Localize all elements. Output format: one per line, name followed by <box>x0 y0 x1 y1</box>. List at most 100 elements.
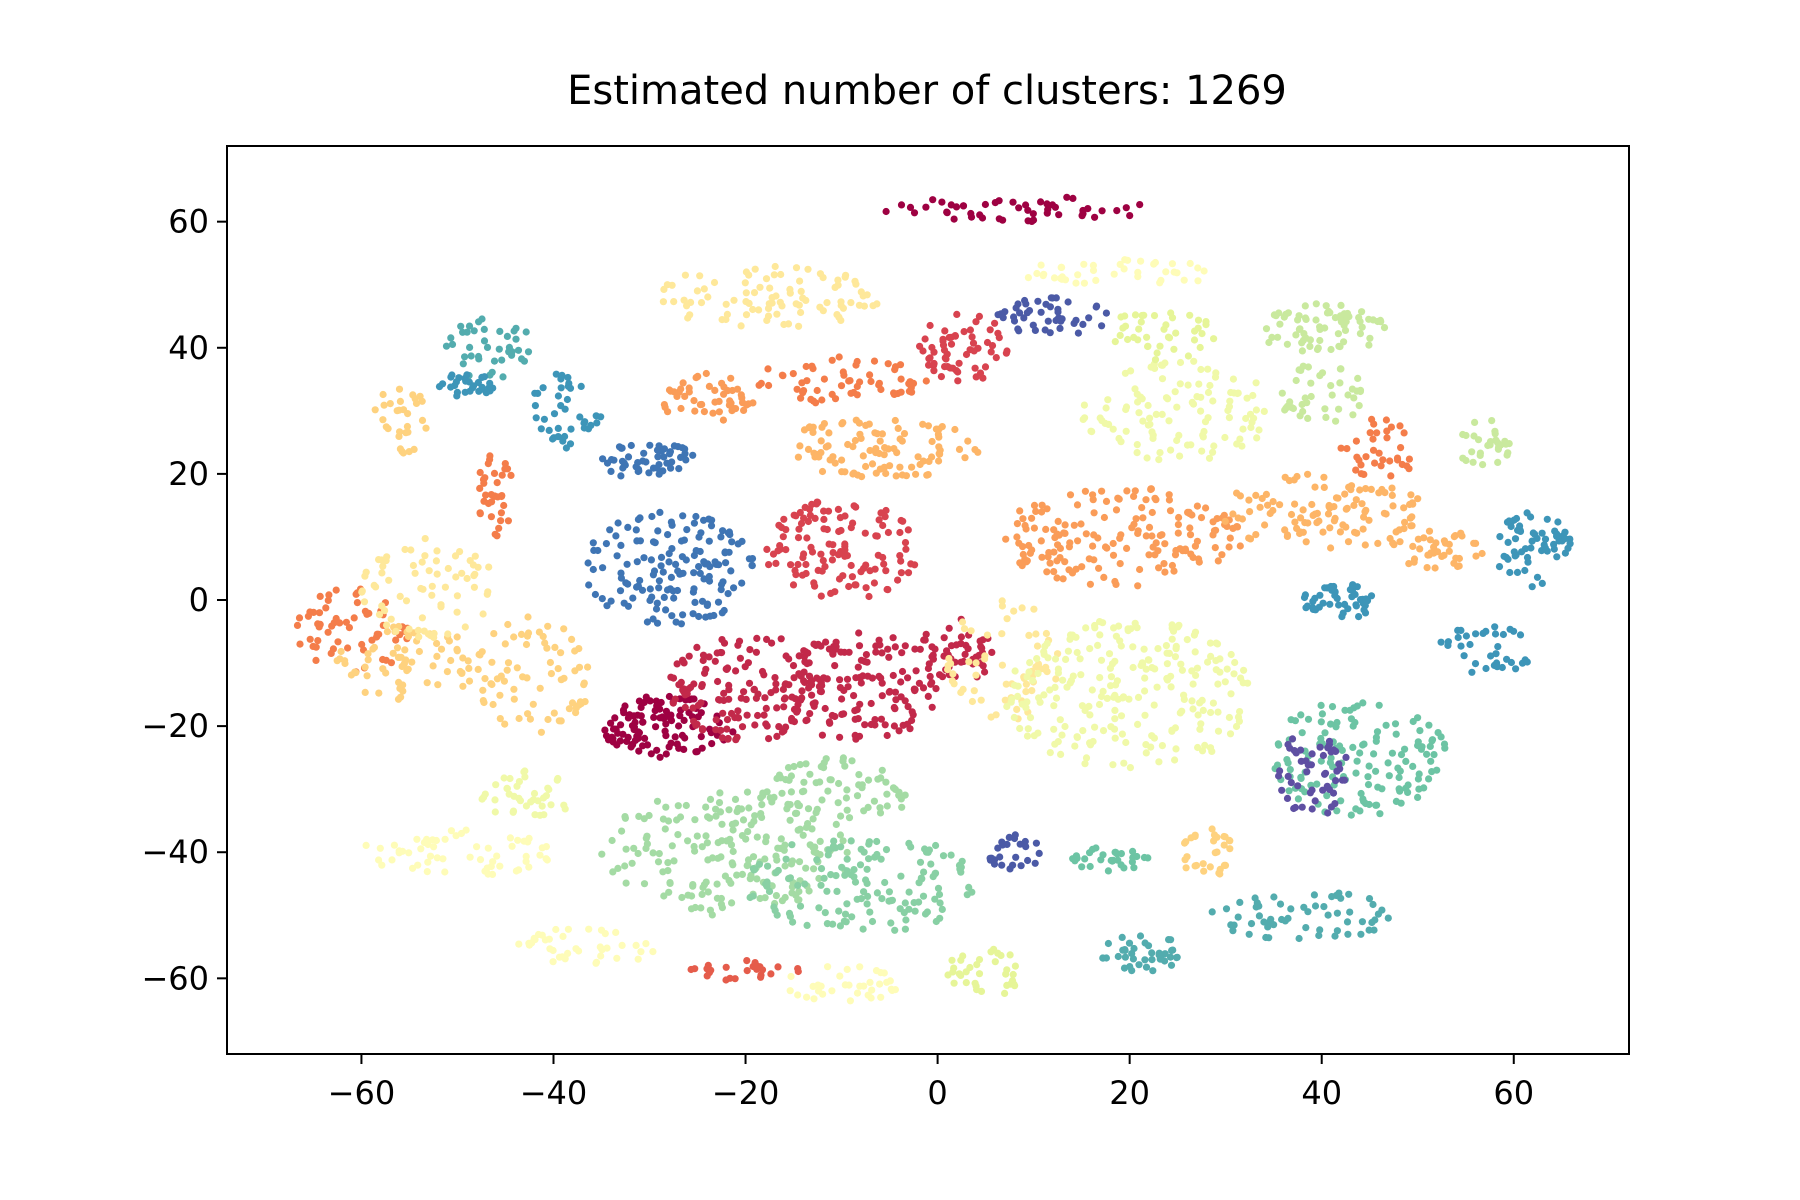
data-point <box>1122 738 1130 747</box>
data-point <box>1516 526 1524 534</box>
data-point <box>861 721 869 729</box>
data-point <box>867 699 875 708</box>
data-point <box>429 662 437 670</box>
data-point <box>554 392 563 400</box>
data-point <box>967 209 975 218</box>
data-point <box>686 311 694 319</box>
data-point <box>1450 533 1458 541</box>
data-point <box>934 884 943 892</box>
y-tick-label: 0 <box>189 581 209 619</box>
data-point <box>939 852 948 860</box>
data-point <box>647 750 655 758</box>
data-point <box>522 852 530 861</box>
data-point <box>293 621 302 630</box>
data-point <box>723 716 732 724</box>
data-point <box>1336 312 1344 320</box>
data-point <box>1109 539 1117 548</box>
data-point <box>1337 444 1345 452</box>
data-point <box>409 391 417 399</box>
data-point <box>708 740 716 748</box>
data-point <box>1457 642 1465 650</box>
data-point <box>779 533 787 541</box>
data-point <box>1096 674 1104 682</box>
data-point <box>796 277 804 285</box>
data-point <box>660 453 668 461</box>
data-point <box>1527 544 1535 552</box>
data-point <box>703 839 712 847</box>
data-point <box>1171 756 1179 764</box>
data-point <box>774 963 782 971</box>
data-point <box>830 837 838 845</box>
data-point <box>838 420 846 428</box>
data-point <box>1297 711 1305 719</box>
data-point <box>1081 487 1089 495</box>
data-point <box>857 845 865 853</box>
data-point <box>788 693 796 701</box>
data-point <box>1353 529 1361 537</box>
data-point <box>764 365 772 373</box>
data-point <box>1332 417 1340 425</box>
data-point <box>379 416 387 424</box>
data-point <box>847 837 855 845</box>
data-point <box>441 835 449 843</box>
data-point <box>1115 622 1123 630</box>
data-point <box>1172 329 1180 337</box>
data-point <box>705 653 713 661</box>
data-point <box>622 579 630 587</box>
data-point <box>810 995 818 1003</box>
data-point <box>990 860 999 868</box>
data-point <box>1287 779 1295 787</box>
data-point <box>1144 854 1152 862</box>
data-point <box>797 308 805 317</box>
data-point <box>633 558 641 566</box>
data-point <box>1023 309 1031 317</box>
data-point <box>947 659 955 668</box>
data-point <box>835 779 843 788</box>
data-point <box>1175 513 1183 522</box>
data-point <box>1085 555 1093 563</box>
data-point <box>940 634 948 642</box>
data-point <box>379 562 387 570</box>
data-point <box>480 325 488 333</box>
data-point <box>328 622 336 630</box>
data-point <box>1138 504 1146 512</box>
data-point <box>837 316 845 324</box>
data-point <box>390 841 398 849</box>
data-point <box>722 559 730 567</box>
data-point <box>1162 642 1170 650</box>
data-point <box>1122 427 1130 435</box>
data-point <box>1063 193 1071 201</box>
data-point <box>691 598 699 607</box>
data-point <box>1041 642 1049 651</box>
data-point <box>1074 537 1082 545</box>
data-point <box>698 744 706 752</box>
data-point <box>530 934 538 943</box>
data-point <box>1297 514 1305 522</box>
data-point <box>1310 891 1318 899</box>
data-point <box>1250 414 1258 422</box>
data-point <box>832 643 840 651</box>
data-point <box>697 299 706 307</box>
data-point <box>554 775 562 783</box>
data-point <box>656 508 664 516</box>
data-point <box>796 508 804 517</box>
data-point <box>678 731 687 740</box>
data-point <box>883 731 891 740</box>
data-point <box>802 760 810 768</box>
data-point <box>1076 655 1084 663</box>
data-point <box>1136 932 1145 940</box>
data-point <box>812 779 820 787</box>
data-point <box>1327 345 1335 354</box>
data-point <box>1284 914 1292 923</box>
data-point <box>1118 933 1126 942</box>
data-point <box>419 585 427 593</box>
data-point <box>415 633 423 641</box>
data-point <box>973 961 981 969</box>
data-point <box>1073 648 1081 657</box>
data-point <box>1061 722 1069 731</box>
data-point <box>863 879 871 888</box>
data-point <box>999 314 1007 322</box>
data-point <box>402 597 411 605</box>
data-point <box>614 729 622 737</box>
data-point <box>1009 861 1017 869</box>
